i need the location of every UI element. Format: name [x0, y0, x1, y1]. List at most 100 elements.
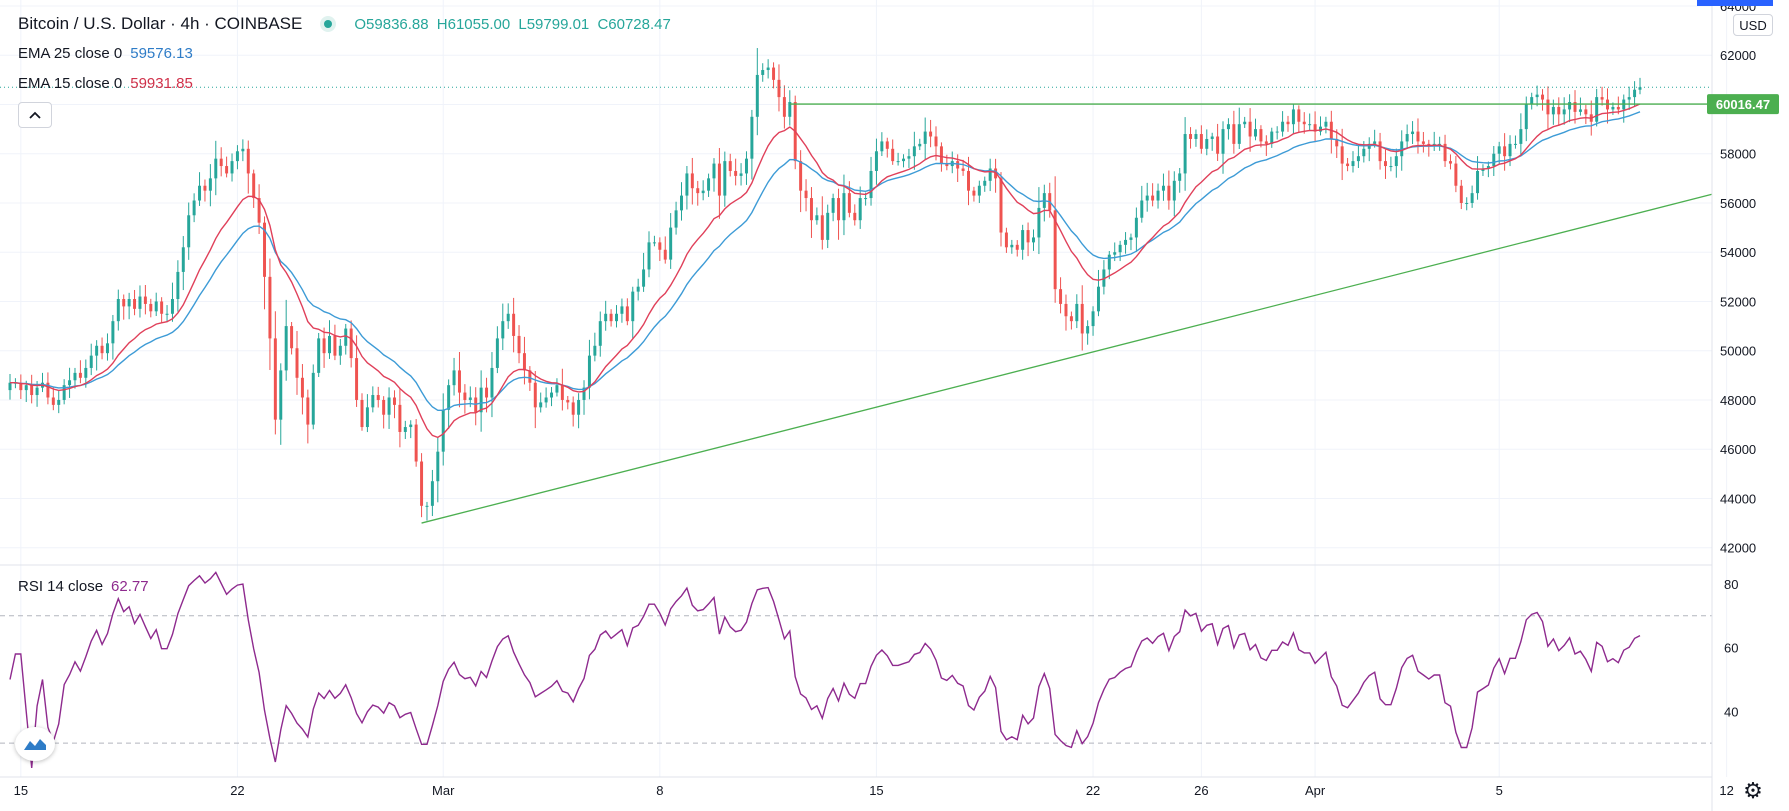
candle-body[interactable] — [192, 200, 196, 216]
candle-body[interactable] — [382, 399, 386, 415]
candle-body[interactable] — [1134, 217, 1138, 238]
candle-body[interactable] — [620, 306, 624, 314]
candle-body[interactable] — [1486, 166, 1490, 169]
candle-body[interactable] — [864, 198, 868, 200]
candle-body[interactable] — [1530, 97, 1534, 105]
candle-body[interactable] — [78, 372, 82, 378]
candle-body[interactable] — [1069, 316, 1073, 322]
candle-body[interactable] — [788, 102, 792, 117]
candle-body[interactable] — [1443, 143, 1447, 162]
candle-body[interactable] — [1226, 124, 1230, 130]
candle-body[interactable] — [1421, 141, 1425, 144]
candle-body[interactable] — [73, 372, 77, 381]
candle-body[interactable] — [1319, 126, 1322, 132]
candle-body[interactable] — [674, 210, 678, 228]
candle-body[interactable] — [539, 402, 543, 408]
candle-body[interactable] — [777, 79, 781, 98]
candle-body[interactable] — [295, 348, 299, 378]
candle-body[interactable] — [214, 158, 218, 179]
candle-body[interactable] — [1459, 185, 1463, 203]
candle-body[interactable] — [669, 227, 673, 260]
candle-body[interactable] — [853, 212, 857, 221]
candle-body[interactable] — [1595, 97, 1599, 122]
candle-body[interactable] — [1378, 141, 1382, 162]
candle-body[interactable] — [902, 158, 906, 162]
candle-body[interactable] — [24, 385, 28, 391]
candle-body[interactable] — [744, 158, 748, 174]
candle-body[interactable] — [392, 397, 396, 405]
candle-body[interactable] — [1519, 129, 1523, 144]
candle-body[interactable] — [1010, 244, 1014, 248]
candle-body[interactable] — [809, 198, 813, 221]
candle-body[interactable] — [127, 299, 131, 307]
candle-body[interactable] — [1616, 106, 1620, 110]
candle-body[interactable] — [138, 296, 142, 309]
candle-body[interactable] — [1308, 124, 1312, 126]
candle-body[interactable] — [436, 451, 440, 482]
candle-body[interactable] — [609, 313, 613, 322]
candle-body[interactable] — [1465, 202, 1469, 204]
candle-body[interactable] — [338, 345, 342, 356]
candle-body[interactable] — [420, 461, 424, 506]
candle-body[interactable] — [631, 291, 635, 322]
candle-body[interactable] — [62, 385, 66, 400]
candle-body[interactable] — [967, 170, 970, 191]
candle-body[interactable] — [1454, 163, 1458, 186]
candle-body[interactable] — [452, 370, 456, 386]
candle-body[interactable] — [604, 313, 608, 322]
candle-body[interactable] — [1373, 141, 1377, 144]
candle-body[interactable] — [869, 170, 873, 199]
candle-body[interactable] — [479, 387, 483, 413]
candle-body[interactable] — [105, 343, 109, 354]
candle-body[interactable] — [1096, 286, 1100, 312]
candle-body[interactable] — [1270, 131, 1274, 144]
candle-body[interactable] — [1140, 200, 1144, 218]
candle-body[interactable] — [615, 313, 619, 322]
candle-body[interactable] — [945, 163, 949, 167]
candle-body[interactable] — [598, 321, 602, 346]
price-pane[interactable] — [0, 48, 1713, 524]
candle-body[interactable] — [1324, 121, 1328, 127]
candle-body[interactable] — [1059, 289, 1063, 304]
candle-body[interactable] — [988, 168, 992, 181]
candle-body[interactable] — [1161, 185, 1165, 191]
candle-body[interactable] — [1037, 207, 1041, 238]
candle-body[interactable] — [1086, 326, 1090, 334]
candle-body[interactable] — [485, 387, 489, 398]
rsi-legend[interactable]: RSI 14 close 62.77 — [18, 578, 149, 595]
rsi-pane[interactable] — [0, 571, 1712, 768]
candle-body[interactable] — [111, 321, 115, 344]
candle-body[interactable] — [30, 385, 34, 396]
candle-body[interactable] — [1015, 244, 1019, 250]
candle-body[interactable] — [977, 185, 981, 196]
candle-body[interactable] — [918, 143, 922, 147]
candle-body[interactable] — [999, 178, 1003, 233]
candle-body[interactable] — [133, 299, 137, 309]
candle-body[interactable] — [939, 146, 943, 164]
candle-body[interactable] — [1248, 121, 1252, 137]
candle-body[interactable] — [1470, 193, 1474, 203]
candle-body[interactable] — [1508, 143, 1512, 157]
candle-body[interactable] — [300, 377, 304, 398]
candle-body[interactable] — [577, 399, 581, 415]
candle-body[interactable] — [1513, 143, 1517, 145]
candle-body[interactable] — [555, 385, 559, 393]
candle-body[interactable] — [1389, 166, 1393, 168]
candle-body[interactable] — [468, 397, 472, 400]
candle-body[interactable] — [1113, 252, 1117, 255]
candle-body[interactable] — [750, 116, 754, 159]
candle-body[interactable] — [1281, 121, 1285, 132]
candle-body[interactable] — [636, 286, 640, 292]
candle-body[interactable] — [154, 301, 158, 312]
candle-body[interactable] — [1627, 97, 1631, 100]
candle-body[interactable] — [349, 328, 353, 359]
candle-body[interactable] — [815, 215, 819, 221]
candle-body[interactable] — [983, 180, 987, 186]
candle-body[interactable] — [1254, 129, 1258, 137]
rsi-axis[interactable]: 80 60 40 — [1724, 577, 1738, 719]
candle-body[interactable] — [219, 158, 223, 167]
candle-body[interactable] — [1546, 99, 1550, 115]
candle-body[interactable] — [1091, 311, 1095, 327]
candle-body[interactable] — [344, 328, 348, 346]
candle-body[interactable] — [414, 424, 418, 462]
